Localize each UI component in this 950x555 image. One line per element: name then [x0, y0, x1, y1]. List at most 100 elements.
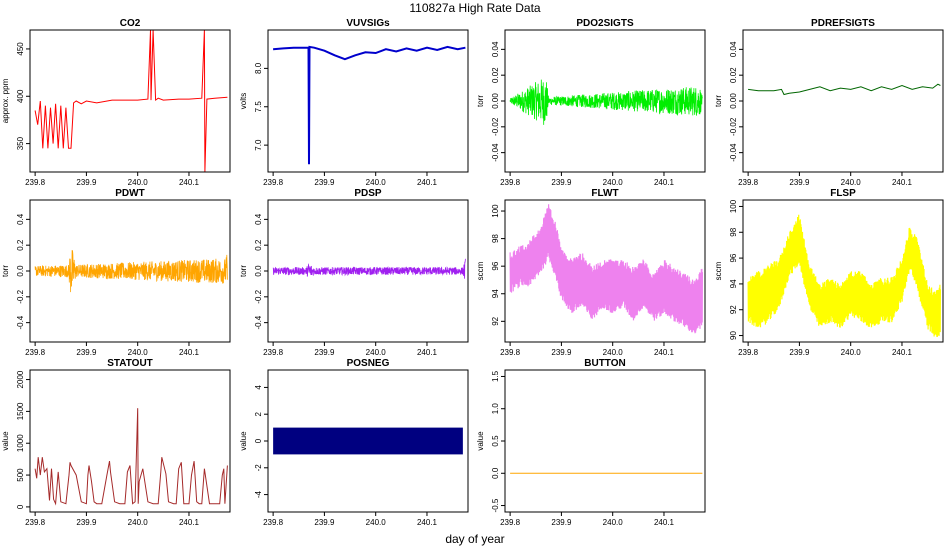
x-tick-label: 240.1: [417, 518, 438, 527]
x-tick-label: 239.8: [738, 348, 759, 357]
y-tick-label: 450: [16, 42, 25, 56]
plot-frame: [267, 29, 469, 173]
y-axis-label: value: [476, 431, 485, 451]
y-tick-label: 92: [729, 305, 738, 314]
y-axis-label: torr: [476, 95, 485, 107]
y-tick-label: 7.0: [254, 139, 263, 151]
x-tick-label: 240.0: [603, 348, 624, 357]
series-line: [34, 30, 228, 172]
panel-title: PDSP: [354, 188, 382, 199]
x-tick-label: 240.0: [841, 348, 862, 357]
x-tick-label: 240.0: [128, 178, 149, 187]
y-tick-label: 98: [491, 234, 500, 243]
y-tick-label: -0.4: [254, 315, 263, 329]
x-tick-label: 240.1: [417, 348, 438, 357]
panel-button: BUTTON value 239.8 239.9 240.0 240.1 -0.5 0.0 0.…: [476, 358, 706, 527]
y-tick-label: 94: [491, 289, 500, 298]
x-tick-label: 239.8: [500, 518, 521, 527]
y-tick-label: 2000: [16, 370, 25, 388]
page-title: 110827a High Rate Data: [409, 1, 541, 15]
x-tick-label: 240.1: [654, 178, 675, 187]
y-tick-label: 7.5: [254, 101, 263, 113]
x-tick-label: 239.8: [263, 348, 284, 357]
y-tick-label: 0.02: [729, 67, 738, 83]
panel-flwt: FLWT sccm 239.8 239.9 240.0 240.1 92 94 96 98 100: [476, 188, 706, 357]
y-tick-label: 90: [729, 331, 738, 340]
x-tick-label: 239.9: [789, 348, 810, 357]
y-tick-label: 0.5: [491, 435, 500, 447]
x-tick-label: 240.0: [603, 518, 624, 527]
y-tick-label: 1000: [16, 434, 25, 452]
y-axis-label: torr: [714, 95, 723, 107]
panel-posneg: POSNEG value 239.8 239.9 240.0 240.1 -4 -2 0 2 4: [239, 358, 469, 527]
series-noise: [509, 79, 703, 125]
y-tick-label: -0.04: [491, 143, 500, 162]
y-tick-label: 2: [254, 411, 263, 416]
plot-frame: [29, 369, 231, 513]
x-tick-label: 239.9: [314, 518, 335, 527]
x-tick-label: 240.1: [179, 178, 200, 187]
x-tick-label: 240.0: [366, 348, 387, 357]
plot-frame: [742, 29, 944, 173]
panel-title: PDREFSIGTS: [811, 18, 875, 29]
plot-frame: [29, 29, 231, 173]
y-tick-label: 0.00: [729, 93, 738, 109]
y-tick-label: 350: [16, 136, 25, 150]
panel-co2: CO2 approx. ppm 239.8 239.9 240.0 240.1 350 400…: [1, 18, 231, 187]
y-axis-label: volts: [239, 93, 248, 109]
x-tick-label: 239.9: [76, 178, 97, 187]
y-tick-label: 0.0: [491, 467, 500, 479]
y-tick-label: 96: [729, 253, 738, 262]
panel-title: STATOUT: [107, 358, 153, 369]
series-fill: [273, 427, 463, 455]
x-tick-label: 239.9: [551, 348, 572, 357]
y-tick-label: 92: [491, 316, 500, 325]
panel-title: PDWT: [115, 188, 144, 199]
y-axis-label: torr: [1, 265, 10, 277]
plot-frame: [742, 199, 944, 343]
series: [34, 408, 228, 506]
x-tick-label: 240.1: [179, 518, 200, 527]
panel-title: PDO2SIGTS: [576, 18, 634, 29]
y-tick-label: 0.04: [491, 41, 500, 57]
series: [272, 258, 466, 279]
series-line: [273, 45, 466, 165]
panel-pdo2sigts: PDO2SIGTS torr 239.8 239.9 240.0 240.1 -0.04 -0…: [476, 18, 706, 187]
series-line: [748, 83, 941, 96]
y-tick-label: 98: [729, 227, 738, 236]
y-tick-label: 1.0: [491, 403, 500, 415]
y-tick-label: -0.04: [729, 143, 738, 162]
series: [34, 250, 228, 293]
x-tick-label: 239.9: [789, 178, 810, 187]
y-tick-label: 0.02: [491, 67, 500, 83]
series: [273, 427, 463, 455]
series: [748, 83, 941, 96]
series: [509, 204, 703, 334]
x-tick-label: 239.8: [25, 178, 46, 187]
y-tick-label: 0: [254, 438, 263, 443]
y-tick-label: 4: [254, 385, 263, 390]
panel-vuvsigs: VUVSIGs volts 239.8 239.9 240.0 240.1 7.0 7.5 8.…: [239, 18, 469, 187]
y-tick-label: 0: [16, 504, 25, 509]
x-tick-label: 239.8: [263, 178, 284, 187]
y-tick-label: 0.04: [729, 41, 738, 57]
y-tick-label: -0.4: [16, 315, 25, 329]
x-tick-label: 240.0: [603, 178, 624, 187]
x-tick-label: 239.9: [76, 348, 97, 357]
panel-flsp: FLSP sccm 239.8 239.9 240.0 240.1 90 92 94 96 98 10…: [714, 188, 944, 357]
y-axis-label: approx. ppm: [1, 78, 10, 123]
series-band: [747, 214, 941, 338]
x-tick-label: 239.9: [76, 518, 97, 527]
x-tick-label: 239.9: [314, 348, 335, 357]
x-tick-label: 240.0: [841, 178, 862, 187]
y-axis-label: sccm: [476, 261, 485, 280]
y-tick-label: 8.0: [254, 62, 263, 74]
x-tick-label: 240.1: [654, 348, 675, 357]
series: [509, 79, 703, 125]
x-tick-label: 240.0: [366, 178, 387, 187]
series: [747, 214, 941, 338]
y-axis-label: value: [1, 431, 10, 451]
y-tick-label: 1500: [16, 402, 25, 420]
